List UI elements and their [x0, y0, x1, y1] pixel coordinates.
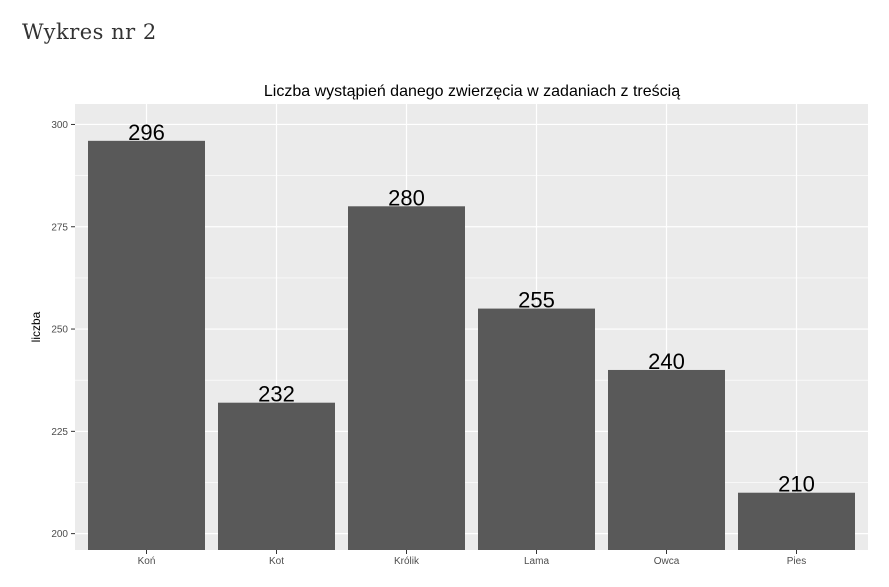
- bars: [88, 140, 855, 550]
- bar-5: [738, 492, 855, 550]
- data-label-4: 240: [648, 349, 685, 374]
- y-axis-title: liczba: [29, 311, 43, 342]
- x-tick-label: Owca: [654, 556, 680, 567]
- data-label-2: 280: [388, 185, 425, 210]
- y-tick-label: 200: [51, 529, 68, 540]
- x-tick-label: Królik: [394, 556, 420, 567]
- bar-4: [608, 369, 725, 550]
- y-axis-ticks: 200 225 250 275 300: [51, 120, 75, 540]
- y-tick-label: 275: [51, 222, 68, 233]
- x-tick-label: Lama: [524, 556, 549, 567]
- bar-2: [348, 206, 465, 550]
- page-heading: Wykres nr 2: [22, 20, 157, 44]
- plot-panel: [75, 104, 868, 550]
- bar-3: [478, 308, 595, 550]
- data-label-5: 210: [778, 472, 815, 497]
- y-tick-label: 225: [51, 427, 68, 438]
- data-labels: 296 232 280 255 240 210: [128, 120, 815, 497]
- data-label-0: 296: [128, 120, 165, 145]
- chart-title: Liczba wystąpień danego zwierzęcia w zad…: [264, 83, 680, 100]
- data-label-3: 255: [518, 288, 555, 313]
- x-tick-label: Kot: [269, 556, 284, 567]
- y-tick-label: 250: [51, 325, 68, 336]
- bar-1: [218, 402, 335, 550]
- x-tick-label: Pies: [787, 556, 806, 567]
- x-tick-label: Koń: [138, 556, 156, 567]
- y-tick-label: 300: [51, 120, 68, 131]
- data-label-1: 232: [258, 382, 295, 407]
- grid-minor: [75, 175, 868, 483]
- x-axis-ticks: Koń Kot Królik Lama Owca Pies: [138, 550, 806, 567]
- bar-0: [88, 140, 205, 550]
